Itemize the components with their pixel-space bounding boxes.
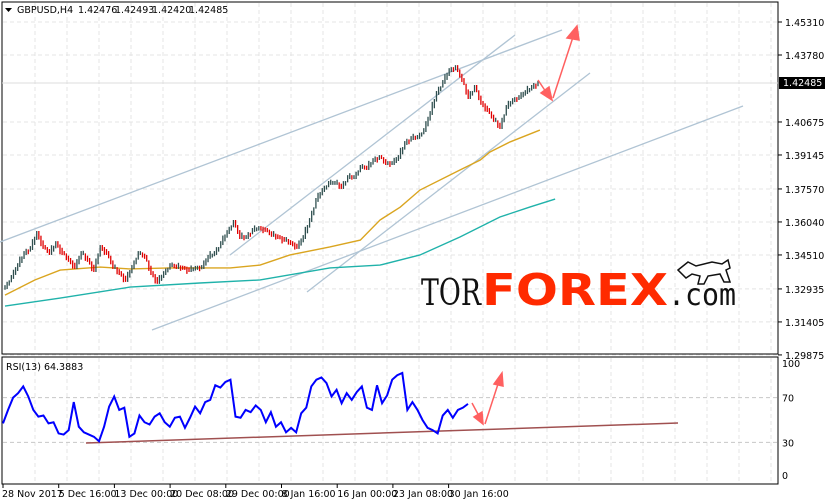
price-tick-label: 1.34510	[785, 251, 824, 262]
torforex-logo: TOR FOREX .com	[421, 258, 736, 316]
symbol-label: GBPUSD,H4	[17, 5, 73, 16]
rsi-tick-label: 0	[782, 471, 788, 482]
logo-tor: TOR	[421, 273, 482, 314]
rsi-axis: 100 70 30 0	[782, 359, 800, 482]
time-tick-label: 23 Jan 08:00	[393, 489, 453, 500]
price-axis: 1.45310 1.43780 1.40675 1.39145 1.37570 1.360…	[778, 18, 824, 362]
arrow-down-head-icon	[539, 85, 554, 102]
trendline-upper[interactable]	[0, 29, 563, 243]
rsi-line	[2, 371, 469, 444]
arrow-up-line	[552, 36, 574, 99]
rsi-panel-frame	[1, 356, 779, 485]
price-tick-label: 1.39145	[785, 151, 824, 162]
price-bars	[4, 65, 539, 290]
rsi-trendline[interactable]	[85, 422, 679, 444]
rsi-series	[2, 371, 469, 444]
trendline-lower[interactable]	[151, 105, 744, 331]
time-tick-label: 20 Dec 08:00	[170, 489, 234, 500]
time-tick-label: 5 Dec 16:00	[59, 489, 117, 500]
main-panel-frame	[1, 1, 779, 355]
rsi-tick-label: 100	[782, 359, 800, 370]
arrow-up-head-icon	[565, 24, 580, 41]
price-tick-label: 1.40675	[785, 118, 824, 129]
forecast-arrows	[471, 24, 580, 426]
grid	[3, 3, 777, 483]
time-tick-label: 13 Dec 00:00	[114, 489, 178, 500]
time-tick-label: 28 Nov 2017	[2, 489, 63, 500]
price-tick-label: 1.31405	[785, 318, 824, 329]
triangle-down-icon[interactable]	[5, 8, 12, 12]
logo-forex: FOREX	[482, 265, 668, 316]
ohlc-high: 1.42493	[115, 5, 154, 16]
price-tick-label: 1.29875	[785, 351, 824, 362]
price-tick-label: 1.45310	[785, 18, 824, 29]
time-tick-label: 30 Jan 16:00	[449, 489, 509, 500]
bull-icon	[676, 258, 732, 285]
time-tick-label: 8 Jan 16:00	[282, 489, 336, 500]
price-tick-label: 1.32935	[785, 285, 824, 296]
ohlc-open: 1.42476	[78, 5, 117, 16]
trendline-steep[interactable]	[229, 34, 516, 256]
ma-slow-line	[4, 198, 556, 307]
rsi-tick-label: 70	[782, 394, 794, 405]
rsi-arrow-down-head-icon	[472, 410, 484, 426]
moving-averages	[4, 129, 556, 307]
rsi-arrow-up-line	[484, 383, 499, 425]
trendline-support[interactable]	[306, 72, 591, 293]
rsi-arrow-up-head-icon	[492, 370, 504, 387]
price-tick-label: 1.36040	[785, 218, 824, 229]
time-tick-label: 16 Jan 00:00	[337, 489, 397, 500]
rsi-tick-label: 30	[782, 438, 794, 449]
price-tick-label: 1.43780	[785, 51, 824, 62]
rsi-title: RSI(13) 64.3883	[6, 362, 83, 373]
current-price-label: 1.42485	[783, 78, 822, 89]
ohlc-low: 1.42420	[152, 5, 191, 16]
current-price-badge	[779, 77, 825, 89]
ma-fast-line	[4, 129, 541, 296]
ohlc-close: 1.42485	[189, 5, 228, 16]
time-tick-label: 29 Dec 00:00	[226, 489, 290, 500]
price-tick-label: 1.37570	[785, 185, 824, 196]
trendlines	[0, 29, 744, 331]
